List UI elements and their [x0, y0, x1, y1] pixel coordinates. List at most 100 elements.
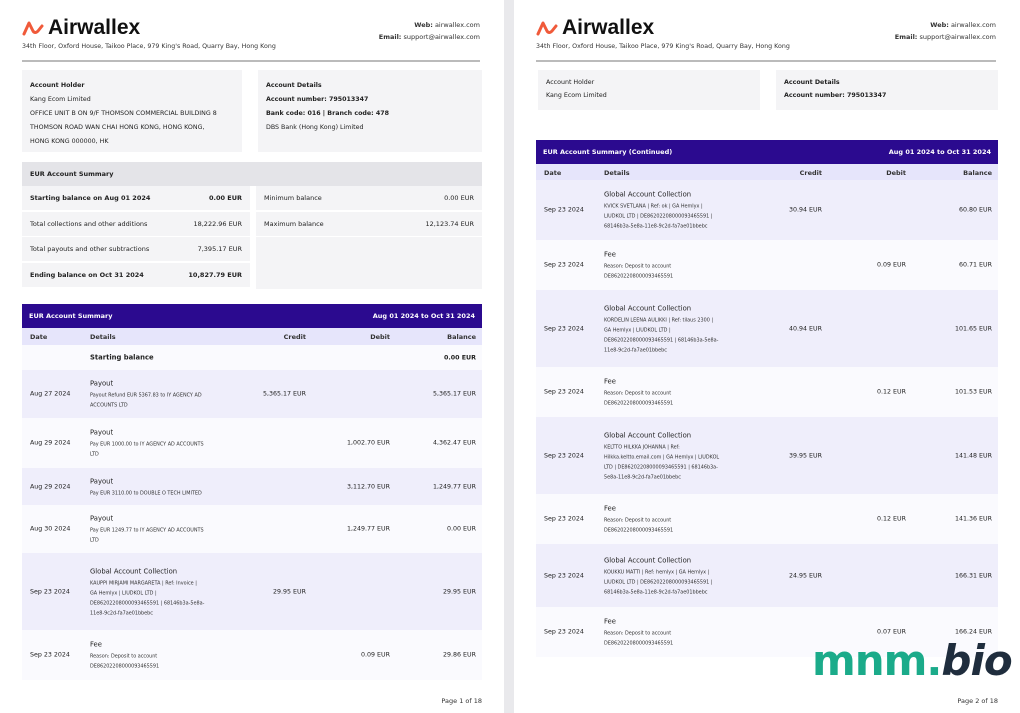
row-details: Payout Payout Refund EUR 5367.83 to IY AG…: [90, 378, 250, 411]
row-detail-line: KORDELIN LEENA AULIKKI | Ref: tilaus 230…: [604, 317, 714, 323]
summary-row: Starting balance on Aug 01 2024 0.00 EUR: [22, 186, 250, 211]
column-header: Details: [604, 168, 630, 177]
row-detail-line: GA Hemlyx | LIUDKOL LTD |: [90, 590, 157, 596]
row-detail-line: DE86202208000093465591: [604, 400, 674, 407]
row-detail-line: ACCOUNTS LTD: [90, 402, 128, 409]
row-details: Global Account Collection KOUKKU MATTI | …: [604, 554, 764, 597]
table-row: Sep 23 2024 Fee Reason: Deposit to account…: [536, 240, 998, 290]
row-details: Global Account Collection KAUPPI MIRJAMI …: [90, 565, 250, 618]
row-detail-line: 11e8-9c2d-fa7ae01bbebc: [90, 610, 153, 616]
statement-page-2: Airwallex 34th Floor, Oxford House, Taiko…: [514, 0, 1020, 713]
summary-value: 18,222.96 EUR: [193, 219, 242, 228]
account-holder-box: Account Holder Kang Ecom Limited OFFICE UN…: [22, 70, 242, 152]
row-credit: 24.95 EUR: [789, 572, 822, 579]
row-detail-line: KELTTO HILKKA JOHANNA | Ref:: [604, 444, 680, 450]
account-details-box: Account Details Account number: 795013347…: [258, 70, 482, 152]
summary-row: Minimum balance 0.00 EUR: [256, 186, 482, 211]
summary-value: 12,123.74 EUR: [425, 219, 474, 228]
row-balance: 101.65 EUR: [955, 325, 992, 332]
row-detail-line: LTD: [90, 451, 99, 458]
account-details-box: Account Details Account number: 795013347: [776, 70, 998, 110]
page-number: Page 2 of 18: [957, 697, 998, 705]
summary-label: Total collections and other additions: [30, 219, 148, 228]
account-details-title: Account Details: [266, 82, 322, 89]
row-debit: 0.12 EUR: [877, 515, 906, 523]
row-title: Global Account Collection: [604, 556, 692, 564]
table-row: Aug 27 2024 Payout Payout Refund EUR 5367.…: [22, 370, 482, 418]
web-label: Web:: [414, 21, 433, 29]
row-balance: 5,365.17 EUR: [432, 390, 476, 398]
table-row: Sep 23 2024 Global Account Collection KELT…: [536, 417, 998, 494]
row-title: Global Account Collection: [90, 567, 178, 575]
summary-value: 0.00 EUR: [444, 194, 474, 202]
row-detail-line: KOUKKU MATTI | Ref: hemlyx | GA Hemlyx |: [604, 569, 710, 575]
row-title: Payout: [90, 514, 114, 523]
account-holder-address: HONG KONG 000000, HK: [30, 138, 109, 145]
row-detail-line: LIUDKOL LTD | DE86202208000093465591 |: [604, 579, 713, 585]
row-title: Starting balance: [90, 353, 154, 361]
row-details: Payout Pay EUR 3110.00 to DOUBLE O TECH L…: [90, 475, 250, 498]
table-column-headers: Date Details Credit Debit Balance: [22, 328, 482, 345]
page-number: Page 1 of 18: [441, 697, 482, 705]
row-detail-line: LTD: [90, 537, 99, 544]
summary-label: Total payouts and other subtractions: [30, 245, 150, 253]
web-label: Web:: [930, 21, 949, 29]
summary-label: Maximum balance: [264, 219, 324, 228]
row-detail-line: DE86202208000093465591: [90, 663, 160, 670]
account-holder-name: Kang Ecom Limited: [30, 96, 91, 103]
email-label: Email:: [378, 33, 402, 41]
table-column-headers: Date Details Credit Debit Balance: [536, 164, 998, 181]
table-title: EUR Account Summary: [29, 312, 113, 320]
airwallex-logo-icon: [536, 21, 558, 36]
header-divider: [536, 60, 996, 62]
row-detail-line: KAUPPI MIRJAMI MARGARETA | Ref: Invoice …: [90, 580, 197, 586]
web-value: airwallex.com: [950, 21, 996, 29]
summary-row: Maximum balance 12,123.74 EUR: [256, 211, 482, 237]
table-row: Aug 30 2024 Payout Pay EUR 1249.77 to IY A…: [22, 505, 482, 553]
row-details: Fee Reason: Deposit to account DE862022080…: [604, 503, 764, 536]
row-balance: 1,249.77 EUR: [432, 483, 476, 490]
bank-name: DBS Bank (Hong Kong) Limited: [266, 124, 364, 131]
email-line: Email: support@airwallex.com: [895, 31, 996, 43]
row-debit: 0.09 EUR: [877, 261, 906, 269]
account-holder-address: THOMSON ROAD WAN CHAI HONG KONG, HONG KO…: [30, 124, 205, 131]
row-detail-line: Pay EUR 3110.00 to DOUBLE O TECH LIMITED: [90, 490, 202, 496]
account-holder-title: Account Holder: [546, 79, 595, 86]
row-title: Global Account Collection: [604, 431, 692, 439]
row-date: Sep 23 2024: [544, 388, 584, 396]
bank-codes: Bank code: 016 | Branch code: 478: [266, 110, 390, 117]
row-detail-line: DE86202208000093465591 | 68146b3a-5e8a-: [604, 337, 719, 343]
row-date: Sep 23 2024: [544, 515, 584, 523]
row-balance: 166.31 EUR: [955, 572, 992, 579]
account-holder-title: Account Holder: [30, 82, 85, 89]
row-balance: 166.24 EUR: [955, 628, 992, 636]
row-title: Global Account Collection: [604, 190, 692, 199]
row-details: Fee Reason: Deposit to account DE862022080…: [604, 376, 764, 409]
row-debit: 0.12 EUR: [877, 388, 906, 396]
column-header: Debit: [886, 168, 906, 177]
row-title: Payout: [90, 428, 114, 437]
table-row: Sep 23 2024 Fee Reason: Deposit to account…: [536, 367, 998, 417]
account-details-title: Account Details: [784, 79, 840, 86]
table-period: Aug 01 2024 to Oct 31 2024: [372, 312, 475, 320]
summary-label: Minimum balance: [264, 194, 322, 202]
row-debit: 1,249.77 EUR: [346, 525, 390, 533]
row-detail-line: Hilkka.keltto.email.com | GA Hemlyx | LI…: [604, 454, 720, 460]
table-period: Aug 01 2024 to Oct 31 2024: [888, 148, 991, 156]
header-divider: [22, 60, 480, 62]
row-title: Fee: [604, 617, 616, 626]
account-holder-box: Account Holder Kang Ecom Limited: [538, 70, 760, 110]
summary-value: 0.00 EUR: [208, 194, 242, 202]
row-detail-line: KVICK SVETLANA | Ref: ok | GA Hemlyx |: [604, 203, 703, 210]
row-date: Sep 23 2024: [544, 325, 584, 332]
contact-info: Web: airwallex.com Email: support@airwall…: [895, 19, 996, 43]
row-debit: 1,002.70 EUR: [346, 439, 390, 447]
table-row: Starting balance 0.00 EUR: [22, 345, 482, 370]
row-detail-line: Reason: Deposit to account: [604, 263, 672, 270]
statement-page-1: Airwallex 34th Floor, Oxford House, Taiko…: [0, 0, 504, 713]
row-balance: 29.86 EUR: [443, 651, 476, 659]
row-details: Global Account Collection KVICK SVETLANA …: [604, 189, 764, 232]
row-balance: 141.36 EUR: [955, 515, 992, 523]
row-detail-line: LTD | DE86202208000093465591 | 68146b3a-: [604, 464, 718, 470]
row-balance: 141.48 EUR: [955, 452, 992, 459]
